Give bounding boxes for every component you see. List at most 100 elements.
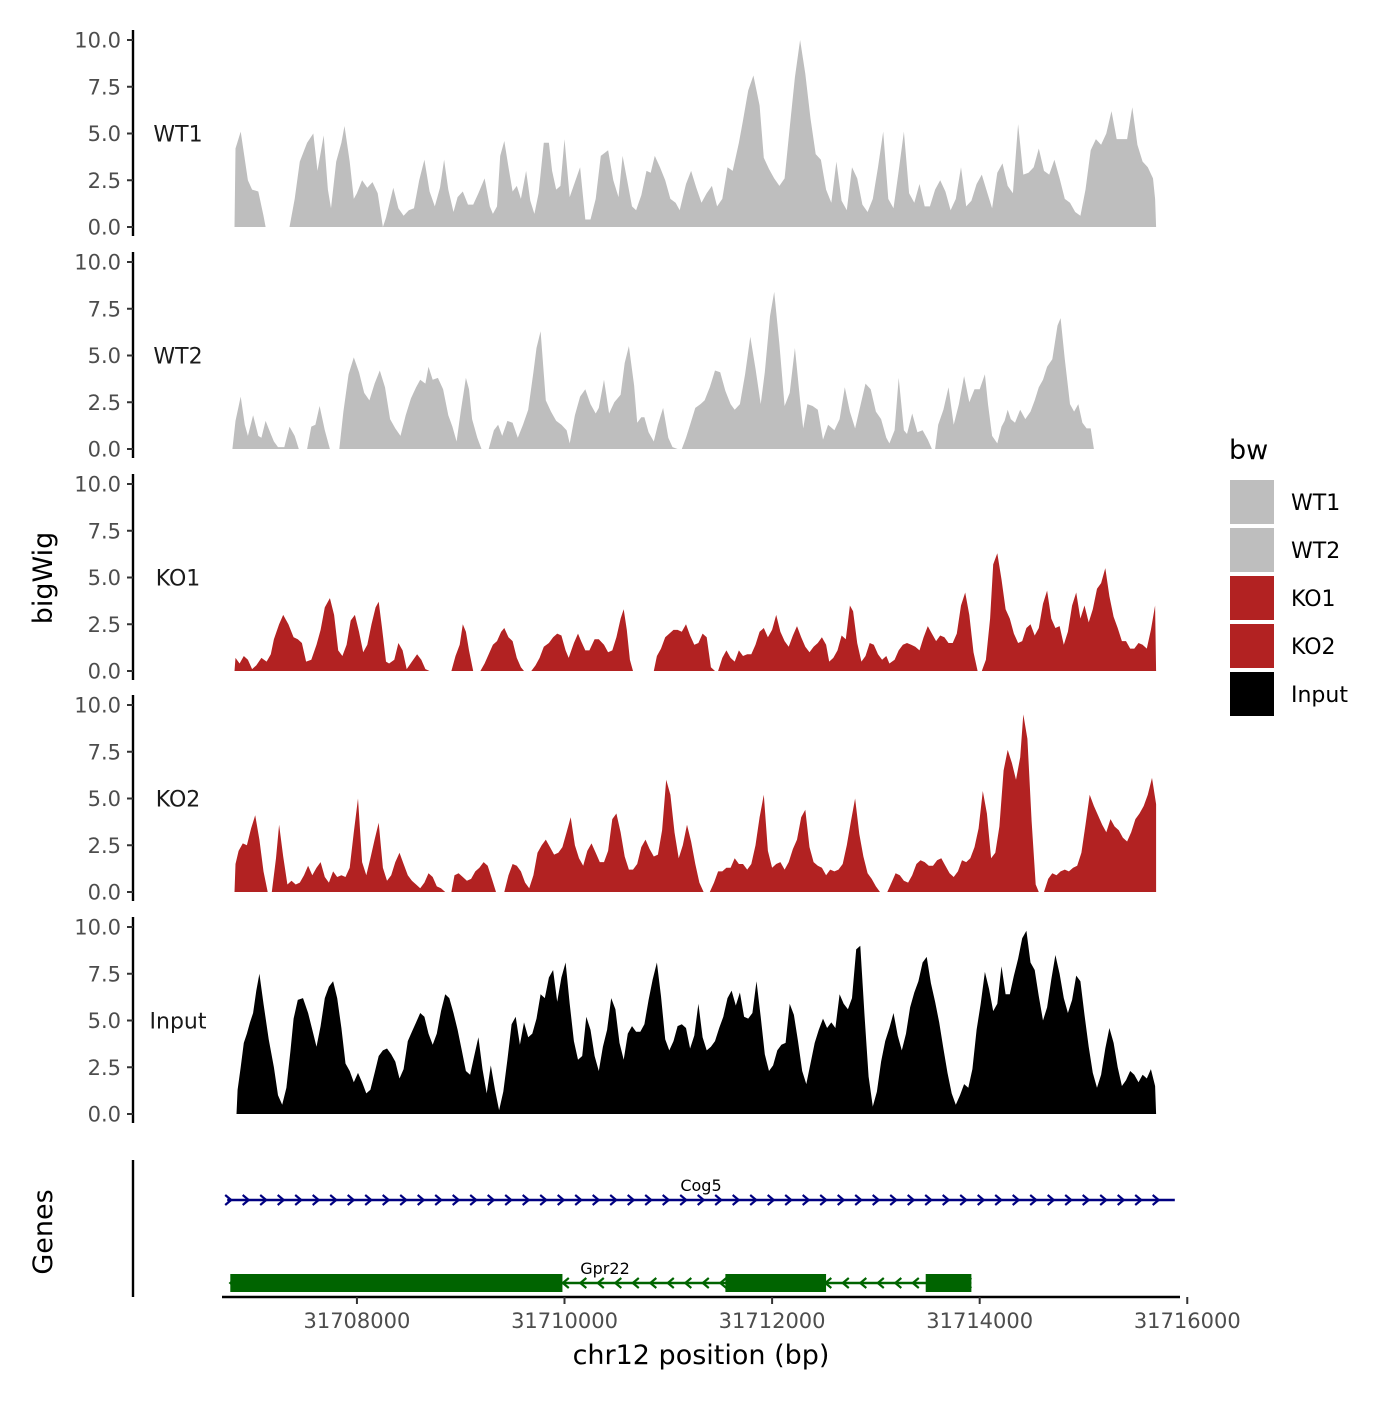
x-axis-title: chr12 position (bp) xyxy=(573,1340,830,1371)
strand-arrow xyxy=(871,1194,881,1206)
track-label-input: Input xyxy=(150,1010,207,1035)
track-input: 0.0 2.5 5.0 7.5 10.0 Input xyxy=(74,916,1157,1127)
signal-area-wt1 xyxy=(234,40,1157,227)
track-label-wt2: WT2 xyxy=(153,345,202,370)
signal-area-wt2 xyxy=(232,291,1094,449)
strand-arrow xyxy=(311,1194,321,1206)
strand-arrow xyxy=(626,1194,636,1206)
strand-arrow xyxy=(876,1277,885,1289)
strand-arrow xyxy=(451,1194,461,1206)
signal-area-input xyxy=(236,930,1157,1114)
legend: bw WT1 WT2 KO1 KO2 Input xyxy=(1229,435,1348,716)
strand-arrow xyxy=(819,1194,828,1206)
strand-arrow xyxy=(329,1194,338,1206)
strand-arrow xyxy=(259,1194,268,1206)
strand-arrow xyxy=(1134,1194,1143,1206)
y-tick-label: 2.5 xyxy=(88,613,121,637)
gene-label-cog5: Cog5 xyxy=(680,1176,721,1195)
y-tick-label: 0.0 xyxy=(88,216,121,240)
x-tick-label: 31716000 xyxy=(1134,1309,1241,1333)
legend-label-wt2: WT2 xyxy=(1291,539,1340,564)
y-tick-label: 5.0 xyxy=(88,566,121,590)
y-tick-label: 5.0 xyxy=(88,344,121,368)
track-label-wt1: WT1 xyxy=(153,123,202,148)
strand-arrow xyxy=(666,1277,675,1289)
legend-label-ko1: KO1 xyxy=(1291,587,1336,612)
y-tick-label: 5.0 xyxy=(88,1009,121,1033)
legend-key-wt1 xyxy=(1230,480,1274,524)
genes-axis-title: Genes xyxy=(28,1189,59,1274)
strand-arrow xyxy=(696,1194,706,1206)
strand-arrow xyxy=(889,1194,898,1206)
strand-arrow xyxy=(683,1277,693,1289)
strand-arrow xyxy=(578,1277,588,1289)
strand-arrow xyxy=(784,1194,793,1206)
y-tick-label: 0.0 xyxy=(88,438,121,462)
strand-arrow xyxy=(836,1194,846,1206)
gene-label-gpr22: Gpr22 xyxy=(580,1259,630,1278)
strand-arrow xyxy=(854,1194,863,1206)
y-tick-label: 10.0 xyxy=(74,694,121,718)
track-wt2: 0.0 2.5 5.0 7.5 10.0 WT2 xyxy=(74,251,1094,462)
y-tick-label: 10.0 xyxy=(74,473,121,497)
x-tick-label: 31710000 xyxy=(511,1309,618,1333)
strand-arrow xyxy=(701,1277,710,1289)
y-tick-label: 7.5 xyxy=(88,75,121,99)
x-axis: 31708000 31710000 31712000 31714000 31716000 xyxy=(222,1295,1241,1333)
strand-arrow xyxy=(539,1194,548,1206)
strand-arrow xyxy=(556,1194,566,1206)
y-tick-label: 0.0 xyxy=(88,660,121,684)
strand-arrow xyxy=(591,1194,601,1206)
gene-cog5: Cog5 xyxy=(224,1176,1175,1206)
strand-arrow xyxy=(609,1194,618,1206)
legend-entry-input: Input xyxy=(1230,672,1348,716)
legend-entry-wt2: WT2 xyxy=(1230,528,1340,572)
y-tick-label: 10.0 xyxy=(74,916,121,940)
legend-title: bw xyxy=(1229,435,1268,466)
y-tick-label: 10.0 xyxy=(74,29,121,53)
strand-arrow xyxy=(434,1194,443,1206)
strand-arrow xyxy=(941,1194,951,1206)
exon xyxy=(925,1274,972,1292)
y-tick-label: 2.5 xyxy=(88,169,121,193)
strand-arrow xyxy=(1011,1194,1021,1206)
gene-track: Cog5 Gpr22 xyxy=(131,1160,1175,1297)
x-tick-label: 31712000 xyxy=(719,1309,826,1333)
legend-label-ko2: KO2 xyxy=(1291,635,1336,660)
track-label-ko1: KO1 xyxy=(156,567,201,592)
legend-key-input xyxy=(1230,672,1274,716)
strand-arrow xyxy=(841,1277,850,1289)
strand-arrow xyxy=(801,1194,811,1206)
y-tick-label: 10.0 xyxy=(74,251,121,275)
signal-area-ko2 xyxy=(234,714,1157,892)
strand-arrow xyxy=(469,1194,478,1206)
signal-area-ko1 xyxy=(234,553,1157,671)
strand-arrow xyxy=(644,1194,653,1206)
y-tick-label: 7.5 xyxy=(88,740,121,764)
strand-arrow xyxy=(749,1194,758,1206)
strand-arrow xyxy=(911,1277,920,1289)
strand-arrow xyxy=(364,1194,373,1206)
strand-arrow xyxy=(241,1194,251,1206)
y-tick-label: 5.0 xyxy=(88,787,121,811)
strand-arrow xyxy=(613,1277,623,1289)
strand-arrow xyxy=(1046,1194,1056,1206)
legend-key-ko2 xyxy=(1230,624,1274,668)
y-tick-label: 2.5 xyxy=(88,1056,121,1080)
legend-label-input: Input xyxy=(1291,683,1348,708)
strand-arrow xyxy=(1151,1194,1161,1206)
track-ko1: 0.0 2.5 5.0 7.5 10.0 KO1 xyxy=(74,473,1157,684)
strand-arrow xyxy=(1116,1194,1126,1206)
strand-arrow xyxy=(1081,1194,1091,1206)
strand-arrow xyxy=(294,1194,303,1206)
strand-arrow xyxy=(924,1194,933,1206)
strand-arrow xyxy=(766,1194,776,1206)
strand-arrow xyxy=(561,1277,570,1289)
strand-arrow xyxy=(679,1194,688,1206)
strand-arrow xyxy=(224,1194,233,1206)
strand-arrow xyxy=(574,1194,583,1206)
strand-arrow xyxy=(504,1194,513,1206)
track-ko2: 0.0 2.5 5.0 7.5 10.0 KO2 xyxy=(74,694,1157,905)
strand-arrow xyxy=(596,1277,605,1289)
